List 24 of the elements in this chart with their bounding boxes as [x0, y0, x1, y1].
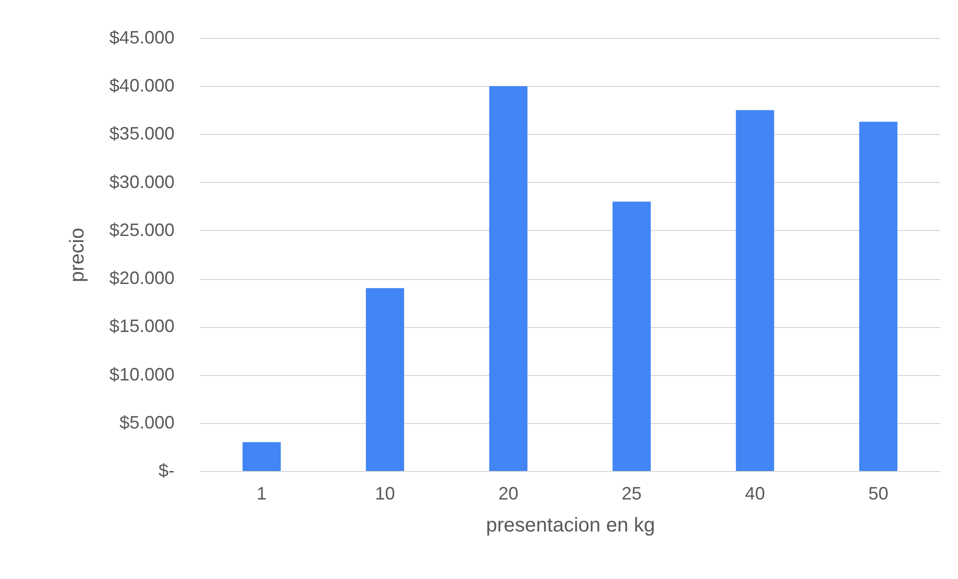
y-tick-label: $25.000	[109, 220, 174, 240]
x-tick-label: 25	[622, 484, 642, 504]
x-tick-label: 50	[868, 484, 888, 504]
y-tick-label: $35.000	[109, 124, 174, 144]
bar	[366, 288, 404, 471]
y-tick-label: $-	[158, 460, 174, 480]
y-tick-label: $20.000	[109, 268, 174, 288]
x-tick-label: 10	[374, 484, 396, 504]
bar	[859, 122, 898, 471]
y-tick-label: $10.000	[109, 364, 174, 384]
y-tick-label: $40.000	[109, 76, 174, 96]
x-tick-label: 1	[256, 484, 267, 504]
y-tick-label: $5.000	[119, 412, 174, 432]
y-axis-title: precio	[66, 228, 88, 282]
bar	[242, 442, 281, 471]
x-tick-label: 20	[498, 484, 518, 504]
bar	[612, 202, 651, 471]
bar	[736, 110, 774, 471]
y-tick-label: $30.000	[109, 172, 174, 192]
y-tick-label: $15.000	[109, 316, 174, 336]
bar	[489, 86, 528, 471]
x-axis-title: presentacion en kg	[486, 514, 656, 536]
y-tick-label: $45.000	[109, 28, 174, 48]
x-tick-label: 40	[744, 484, 766, 504]
